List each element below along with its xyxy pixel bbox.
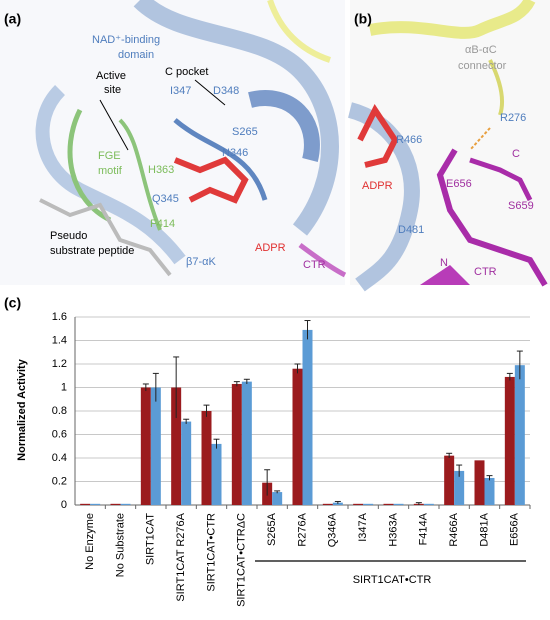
bar: [272, 492, 283, 505]
structure-label: ADPR: [362, 180, 393, 192]
structure-label: site: [104, 84, 121, 96]
structure-label: N: [440, 257, 448, 269]
bar: [393, 503, 404, 505]
group-label: SIRT1CAT•CTR: [353, 574, 432, 586]
bar: [292, 368, 303, 505]
bar: [211, 443, 222, 505]
bar: [150, 387, 161, 505]
structure-label: Q345: [152, 193, 179, 205]
structure-a: [0, 0, 347, 285]
structure-label: R276: [500, 112, 526, 124]
x-tick-label: SIRT1CAT R276A: [175, 512, 187, 601]
structure-label: connector: [458, 60, 507, 72]
y-tick-label: 0: [61, 499, 67, 511]
bar: [110, 503, 121, 505]
structure-label: CTR: [474, 266, 497, 278]
structure-label: substrate peptide: [50, 245, 134, 257]
x-tick-label: H363A: [387, 512, 399, 546]
structure-label: D481: [398, 224, 424, 236]
x-tick-label: Q346A: [327, 512, 339, 547]
structure-label: D348: [213, 85, 239, 97]
x-tick-label: F414A: [418, 512, 430, 545]
structure-label: S265: [232, 126, 258, 138]
structure-label: CTR: [303, 259, 326, 271]
x-tick-label: S265A: [266, 512, 278, 546]
structure-label: β7-αK: [186, 256, 216, 268]
bar: [241, 381, 252, 505]
bar: [353, 503, 364, 505]
bar: [120, 503, 131, 505]
x-tick-label: No Substrate: [114, 513, 126, 577]
x-tick-label: D481A: [478, 512, 490, 546]
bar: [231, 383, 242, 505]
bar: [454, 470, 465, 505]
bar: [363, 503, 374, 505]
bar: [383, 503, 394, 505]
bar: [140, 387, 151, 505]
structure-b: [347, 0, 550, 292]
structure-label: N346: [222, 147, 248, 159]
bar: [514, 365, 525, 505]
structure-label: C pocket: [165, 66, 208, 78]
structure-label: αB-αC: [465, 44, 497, 56]
structure-label: Active: [96, 70, 126, 82]
structure-label: Pseudo: [50, 230, 87, 242]
structure-label: ADPR: [255, 242, 286, 254]
bar: [484, 477, 495, 505]
structure-label: S659: [508, 200, 534, 212]
y-tick-label: 1: [61, 381, 67, 393]
bar: [423, 503, 434, 505]
y-tick-label: 0.2: [52, 475, 67, 487]
x-tick-label: R466A: [448, 512, 460, 546]
y-tick-label: 0.8: [52, 405, 67, 417]
structure-label: F414: [150, 218, 175, 230]
structure-label: R466: [396, 134, 422, 146]
y-tick-label: 0.4: [52, 452, 67, 464]
structure-label: motif: [98, 165, 123, 177]
x-tick-label: No Enzyme: [84, 513, 96, 570]
bar: [322, 503, 333, 505]
y-tick-label: 0.6: [52, 428, 67, 440]
y-tick-label: 1.6: [52, 311, 67, 323]
x-tick-label: E656A: [509, 512, 521, 546]
structure-label: I347: [170, 85, 191, 97]
bar: [504, 376, 515, 505]
x-tick-label: SIRT1CAT: [145, 513, 157, 565]
structure-label: domain: [118, 49, 154, 61]
bar: [90, 503, 101, 505]
x-tick-label: SIRT1CAT•CTRΔC: [236, 513, 248, 607]
panel-label: (a): [4, 11, 21, 27]
structure-label: C: [512, 148, 520, 160]
bar: [201, 411, 212, 505]
bar: [474, 460, 485, 505]
panel-label: (c): [4, 295, 21, 311]
bar: [181, 421, 192, 505]
x-tick-label: R276A: [296, 512, 308, 546]
x-tick-label: I347A: [357, 512, 369, 541]
bar: [444, 455, 455, 505]
bar: [171, 387, 182, 505]
structure-label: NAD⁺-binding: [92, 34, 160, 46]
panel-label: (b): [354, 11, 372, 27]
bar: [302, 329, 313, 505]
y-axis-title: Normalized Activity: [16, 358, 28, 461]
structure-label: FGE: [98, 150, 121, 162]
structure-label: E656: [446, 178, 472, 190]
structure-label: H363: [148, 164, 174, 176]
y-tick-label: 1.2: [52, 358, 67, 370]
bar: [80, 503, 91, 505]
y-tick-label: 1.4: [52, 334, 67, 346]
x-tick-label: SIRT1CAT•CTR: [205, 513, 217, 592]
